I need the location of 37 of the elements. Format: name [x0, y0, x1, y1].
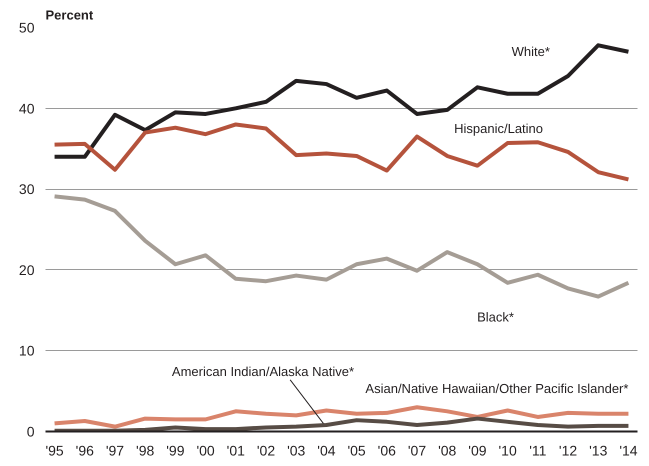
x-tick-label: '12: [558, 442, 578, 458]
x-tick-label: '13: [589, 442, 608, 458]
x-tick-label: '03: [287, 442, 306, 458]
y-tick-label: 10: [18, 342, 35, 359]
x-tick-label: '06: [378, 442, 396, 458]
line-series: [52, 43, 630, 159]
line-series: [52, 122, 630, 182]
x-tick-label: '96: [76, 442, 94, 458]
x-tick-label: '98: [136, 442, 155, 458]
x-tick-label: '14: [619, 442, 638, 458]
y-tick-label: 50: [18, 20, 35, 36]
x-tick-label: '11: [529, 442, 547, 458]
series-label: Hispanic/Latino: [454, 121, 544, 136]
x-tick-label: '00: [196, 442, 215, 458]
x-tick-label: '97: [106, 442, 124, 458]
line-series: [52, 416, 630, 432]
x-tick-label: '09: [468, 442, 487, 458]
x-tick-label: '99: [166, 442, 185, 458]
x-tick-label: '01: [226, 442, 246, 458]
x-tick-label: '05: [347, 442, 366, 458]
text: Black*: [477, 309, 514, 324]
y-tick-label: 20: [18, 262, 35, 278]
x-tick-label: '95: [45, 442, 64, 458]
y-axis-title: Percent: [46, 8, 94, 22]
series-label: Asian/Native Hawaiian/Other Pacific Islander*: [365, 381, 628, 396]
series-label: White*: [512, 44, 550, 60]
y-tick-label: 0: [26, 424, 35, 440]
x-tick-label: '10: [498, 442, 517, 458]
x-tick-label: '07: [408, 442, 426, 458]
y-tick-label: 40: [18, 100, 35, 116]
line-series: [52, 405, 630, 429]
line-series: [52, 194, 630, 299]
x-tick-label: '08: [438, 442, 457, 458]
x-tick-label: '04: [317, 442, 336, 458]
x-tick-label: '02: [256, 442, 276, 458]
text: American Indian/Alaska Native*: [172, 364, 354, 380]
y-tick-label: 30: [18, 181, 35, 198]
